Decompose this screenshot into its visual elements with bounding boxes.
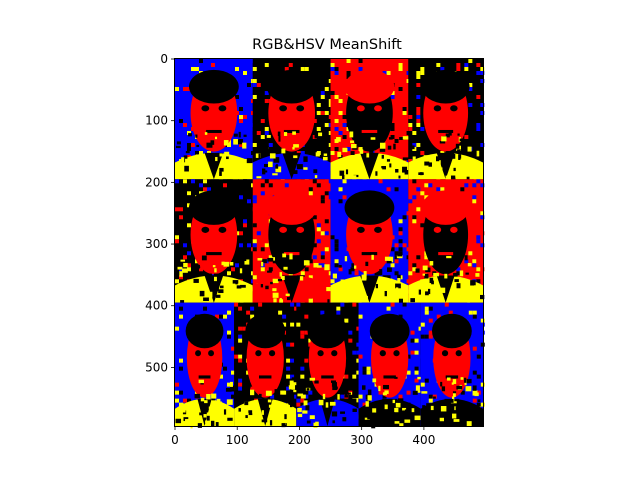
x-tick-label: 100 <box>226 433 249 447</box>
portrait-panel <box>330 179 411 306</box>
portrait-panel <box>330 59 411 183</box>
portrait-panel <box>408 179 485 304</box>
y-tick-label: 500 <box>145 360 168 374</box>
portrait-panel <box>358 302 423 429</box>
x-tick-label: 0 <box>171 433 179 447</box>
x-tick-label: 300 <box>350 433 373 447</box>
portrait-panel <box>175 302 235 429</box>
portrait-panel <box>296 302 361 428</box>
y-tick-label: 200 <box>145 175 168 189</box>
portrait-panel <box>252 59 333 183</box>
portrait-panel <box>175 59 255 183</box>
y-axis: 0 100 200 300 400 500 <box>145 52 175 374</box>
y-tick-label: 400 <box>145 299 168 313</box>
chart-title: RGB&HSV MeanShift <box>252 37 402 53</box>
axes-frame <box>174 58 484 427</box>
x-tick-label: 200 <box>288 433 311 447</box>
portrait-panel <box>234 302 299 428</box>
portrait-panel <box>420 302 485 427</box>
y-tick-label: 300 <box>145 237 168 251</box>
portrait-panel <box>175 179 255 304</box>
x-axis: 0 100 200 300 400 <box>171 426 435 447</box>
portrait-panel <box>408 59 485 183</box>
y-tick-label: 100 <box>145 114 168 128</box>
x-tick-label: 400 <box>412 433 435 447</box>
image-area <box>175 59 485 429</box>
portrait-panel <box>252 179 333 306</box>
y-tick-label: 0 <box>160 52 168 66</box>
